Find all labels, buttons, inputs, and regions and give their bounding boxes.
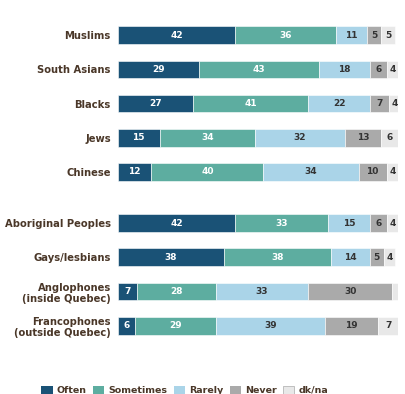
Bar — [117, 61, 198, 78]
Bar — [330, 249, 369, 266]
Bar — [117, 129, 160, 147]
Bar — [307, 282, 391, 300]
Bar — [335, 26, 366, 44]
Bar — [117, 249, 224, 266]
Bar — [369, 95, 388, 112]
Bar — [198, 61, 319, 78]
Text: 38: 38 — [164, 253, 177, 262]
Text: 42: 42 — [170, 31, 182, 40]
Bar — [391, 282, 397, 300]
Text: 7: 7 — [375, 99, 382, 108]
Bar — [235, 214, 327, 232]
Text: 4: 4 — [391, 99, 397, 108]
Bar — [117, 282, 137, 300]
Bar — [151, 163, 263, 181]
Bar — [388, 95, 400, 112]
Text: 30: 30 — [343, 287, 356, 296]
Bar — [134, 317, 215, 335]
Text: 4: 4 — [388, 167, 394, 177]
Text: 27: 27 — [149, 99, 162, 108]
Bar — [319, 61, 369, 78]
Bar — [377, 317, 397, 335]
Text: 5: 5 — [370, 31, 376, 40]
Text: 22: 22 — [332, 99, 344, 108]
Bar — [117, 214, 235, 232]
Bar — [117, 317, 134, 335]
Text: 33: 33 — [275, 219, 287, 228]
Text: 18: 18 — [338, 65, 350, 74]
Text: 40: 40 — [200, 167, 213, 177]
Text: 39: 39 — [264, 321, 276, 330]
Bar — [215, 282, 307, 300]
Bar — [380, 129, 397, 147]
Text: 42: 42 — [170, 219, 182, 228]
Text: 34: 34 — [200, 133, 213, 142]
Bar — [117, 26, 235, 44]
Bar — [327, 214, 369, 232]
Text: 7: 7 — [384, 321, 390, 330]
Text: 43: 43 — [252, 65, 265, 74]
Bar — [117, 163, 151, 181]
Text: 5: 5 — [384, 31, 390, 40]
Text: 34: 34 — [304, 167, 317, 177]
Text: 41: 41 — [244, 99, 256, 108]
Text: 6: 6 — [123, 321, 129, 330]
Text: 36: 36 — [279, 31, 291, 40]
Text: 13: 13 — [356, 133, 368, 142]
Bar — [386, 163, 397, 181]
Bar — [369, 61, 386, 78]
Text: 6: 6 — [374, 65, 380, 74]
Bar — [117, 95, 193, 112]
Text: 14: 14 — [343, 253, 356, 262]
Bar — [160, 129, 254, 147]
Bar — [369, 249, 383, 266]
Bar — [380, 26, 394, 44]
Bar — [263, 163, 358, 181]
Bar — [366, 26, 380, 44]
Bar — [358, 163, 386, 181]
Text: 4: 4 — [385, 253, 392, 262]
Bar — [193, 95, 307, 112]
Text: 19: 19 — [345, 321, 357, 330]
Bar — [137, 282, 215, 300]
Text: 38: 38 — [271, 253, 283, 262]
Bar — [383, 249, 394, 266]
Bar — [224, 249, 330, 266]
Bar — [324, 317, 377, 335]
Bar — [235, 26, 335, 44]
Text: 11: 11 — [345, 31, 357, 40]
Bar — [386, 214, 397, 232]
Text: 29: 29 — [152, 65, 164, 74]
Bar — [369, 214, 386, 232]
Bar — [386, 61, 397, 78]
Text: 15: 15 — [132, 133, 145, 142]
Text: 33: 33 — [255, 287, 268, 296]
Text: 7: 7 — [124, 287, 130, 296]
Text: 4: 4 — [388, 65, 394, 74]
Legend: Often, Sometimes, Rarely, Never, dk/na: Often, Sometimes, Rarely, Never, dk/na — [41, 386, 327, 394]
Text: 6: 6 — [386, 133, 392, 142]
Text: 29: 29 — [168, 321, 181, 330]
Text: 10: 10 — [366, 167, 378, 177]
Text: 28: 28 — [170, 287, 182, 296]
Text: 5: 5 — [373, 253, 379, 262]
Bar — [344, 129, 380, 147]
Text: 15: 15 — [342, 219, 354, 228]
Text: 6: 6 — [374, 219, 380, 228]
Bar — [215, 317, 324, 335]
Text: 32: 32 — [293, 133, 305, 142]
Text: 12: 12 — [128, 167, 141, 177]
Bar — [254, 129, 344, 147]
Bar — [307, 95, 369, 112]
Text: 4: 4 — [388, 219, 394, 228]
